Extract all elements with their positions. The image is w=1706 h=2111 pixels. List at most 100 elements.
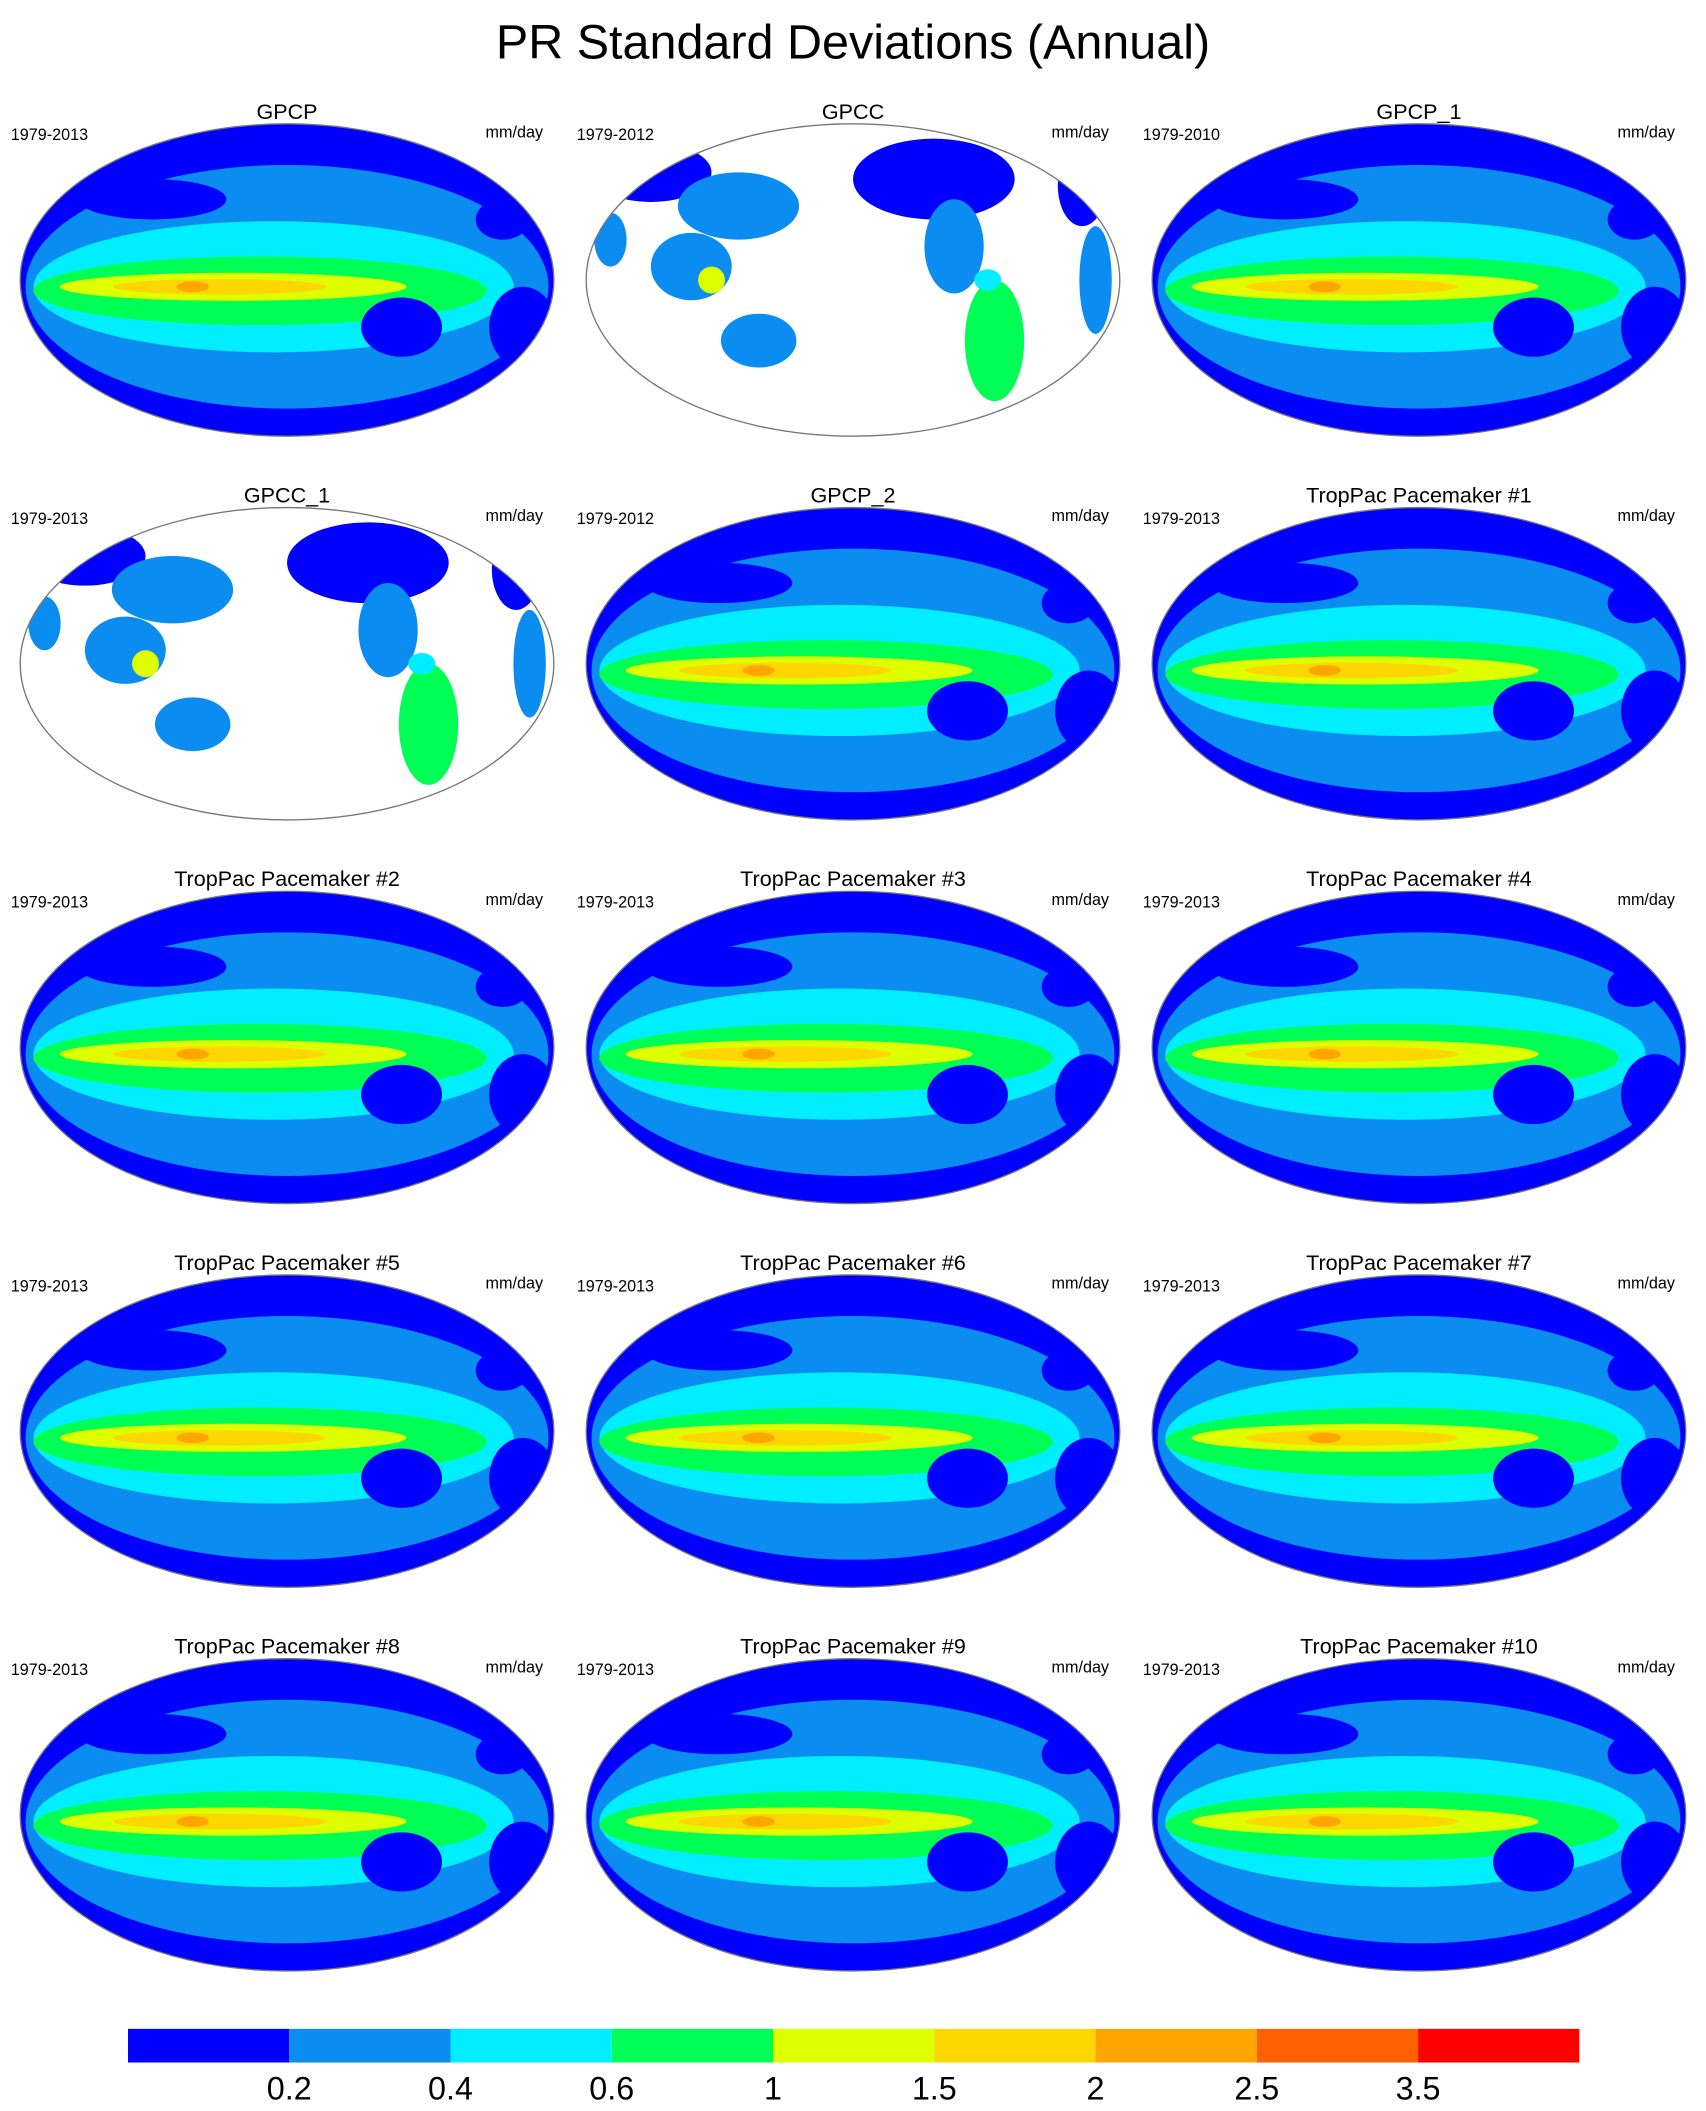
dry-region	[644, 1713, 793, 1755]
map-region	[1244, 1430, 1459, 1446]
panel-period: 1979-2013	[11, 894, 88, 912]
dry-region	[1493, 297, 1574, 357]
map-region	[176, 1816, 209, 1827]
map-region	[742, 1816, 775, 1827]
panel-period: 1979-2013	[11, 126, 88, 144]
map-region	[678, 662, 893, 679]
dry-region	[361, 1448, 442, 1508]
dry-region	[644, 562, 793, 604]
land-region	[132, 650, 160, 678]
dry-region	[1210, 1330, 1359, 1371]
panel-title: TropPac Pacemaker #7	[1306, 1250, 1532, 1275]
map-border	[585, 1657, 1121, 1972]
dry-region	[1210, 179, 1359, 220]
map	[586, 891, 1120, 1204]
panel-units: mm/day	[1618, 891, 1676, 909]
map	[20, 507, 554, 820]
map-region	[678, 1046, 893, 1062]
panel-title: TropPac Pacemaker #6	[740, 1250, 966, 1275]
land-region	[154, 697, 231, 752]
land-region	[720, 313, 797, 368]
panel-title: TropPac Pacemaker #9	[740, 1634, 966, 1659]
land-region	[924, 199, 984, 294]
land-region	[398, 663, 459, 785]
panel-title: GPCP_2	[810, 482, 895, 507]
dry-region	[78, 1330, 227, 1371]
panel-units: mm/day	[486, 1658, 544, 1676]
dry-region	[1055, 1054, 1120, 1135]
dry-region	[1607, 966, 1662, 1008]
dry-region	[489, 1054, 554, 1135]
colorbar-label: 2	[1087, 2070, 1105, 2106]
land-region	[287, 522, 449, 604]
panel-units: mm/day	[1052, 1658, 1110, 1676]
panel-title: TropPac Pacemaker #4	[1306, 866, 1532, 891]
colorbar-box	[1095, 2028, 1257, 2063]
panel-units: mm/day	[486, 507, 544, 525]
panel-period: 1979-2013	[1143, 1277, 1220, 1295]
land-region	[594, 212, 627, 267]
map	[586, 123, 1120, 437]
map-region	[112, 1430, 327, 1446]
dry-region	[1621, 1437, 1686, 1519]
map	[586, 507, 1120, 820]
land-region	[513, 609, 546, 718]
panel-period: 1979-2013	[577, 1277, 654, 1295]
panel-units: mm/day	[486, 124, 544, 142]
panel-period: 1979-2013	[577, 1661, 654, 1679]
dry-region	[1493, 1448, 1574, 1508]
dry-region	[1041, 1350, 1096, 1391]
dry-region	[1210, 946, 1359, 987]
map-region	[1244, 662, 1459, 679]
colorbar-box	[128, 2028, 290, 2063]
map	[586, 1658, 1120, 1971]
colorbar-box	[1418, 2028, 1580, 2063]
land-region	[1079, 226, 1112, 334]
dry-region	[1621, 670, 1686, 752]
panel-title: GPCP	[256, 99, 317, 124]
map-border	[585, 1274, 1121, 1588]
dry-region	[927, 1448, 1008, 1508]
map-region	[742, 665, 775, 676]
dry-region	[1607, 1734, 1662, 1775]
map	[20, 1658, 554, 1971]
panel-units: mm/day	[1618, 124, 1676, 142]
dry-region	[644, 1330, 793, 1371]
panel-period: 1979-2012	[577, 126, 654, 144]
panel-units: mm/day	[1618, 507, 1676, 525]
map-region	[1308, 281, 1341, 293]
dry-region	[489, 1821, 554, 1903]
dry-region	[475, 199, 530, 240]
land-region	[358, 582, 418, 678]
colorbar-label: 0.6	[589, 2070, 634, 2106]
dry-region	[489, 286, 554, 368]
dry-region	[1210, 1713, 1359, 1755]
dry-region	[1607, 1350, 1662, 1391]
map-border	[19, 123, 555, 437]
panel-units: mm/day	[1052, 891, 1110, 909]
map-border	[19, 1657, 555, 1972]
panel-title: GPCC_1	[244, 482, 330, 507]
figure-title: PR Standard Deviations (Annual)	[496, 16, 1210, 70]
map-region	[112, 1046, 327, 1062]
colorbar-label: 1	[764, 2070, 782, 2106]
map	[1152, 123, 1686, 437]
land-region	[853, 138, 1015, 220]
dry-region	[1041, 582, 1096, 624]
dry-region	[78, 946, 227, 987]
colorbar-box	[934, 2028, 1096, 2063]
panel-title: GPCC	[822, 99, 884, 124]
map-border	[1151, 123, 1687, 437]
colorbar-box	[773, 2028, 935, 2063]
map-border	[1151, 890, 1687, 1205]
panel-period: 1979-2013	[11, 1661, 88, 1679]
dry-region	[489, 1437, 554, 1519]
map	[1152, 1658, 1686, 1971]
dry-region	[1493, 681, 1574, 741]
dry-region	[475, 1350, 530, 1391]
map-region	[742, 1048, 775, 1060]
dry-region	[78, 1713, 227, 1755]
map-border	[1151, 1274, 1687, 1588]
dry-region	[361, 1064, 442, 1125]
